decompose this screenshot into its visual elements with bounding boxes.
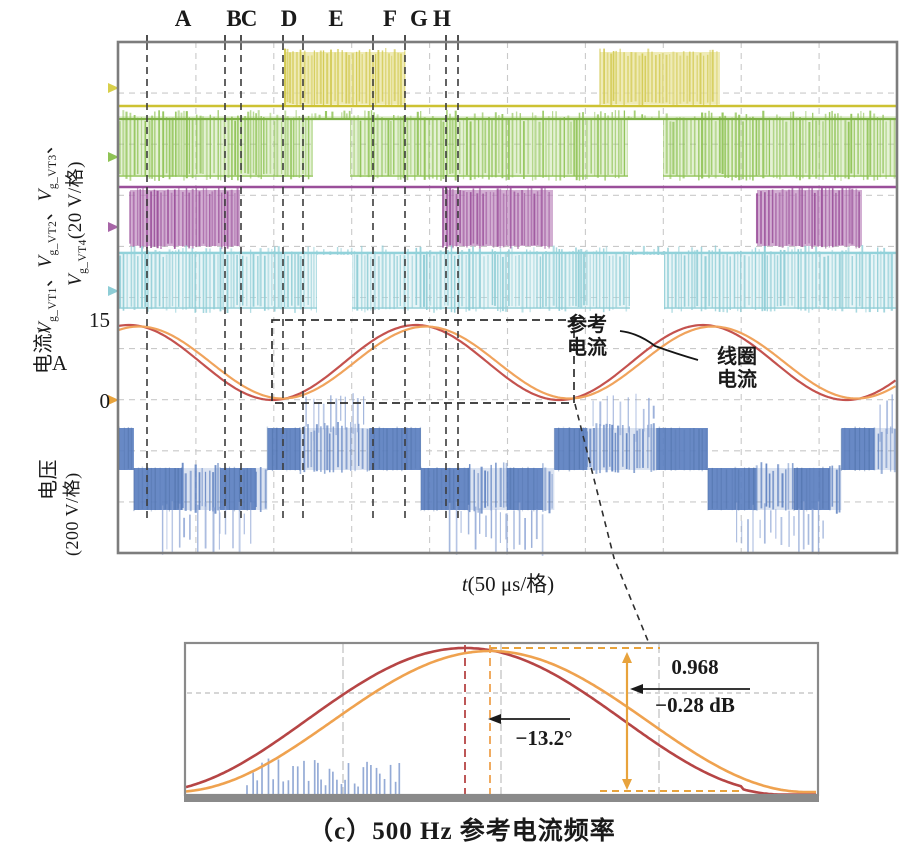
coil-current-label: 线圈 电流 (717, 346, 757, 391)
event-label-F: F (382, 6, 398, 31)
gate-voltage-axis-label-line1: Vg_VT1、Vg_VT2、Vg_VT3、 (35, 134, 59, 334)
event-label-B: B (226, 6, 242, 31)
x-axis-label: t(50 μs/格) (408, 572, 608, 596)
inset-gain-db: −0.28 dB (655, 693, 735, 717)
figure-caption: （c）500 Hz 参考电流频率 (308, 818, 616, 845)
x-axis-variable: t (461, 572, 468, 596)
event-label-D: D (280, 6, 298, 31)
event-label-H: H (433, 6, 451, 31)
gate-voltage-axis-label-line2: Vg_VT4(20 V/格) (65, 161, 89, 286)
event-label-A: A (174, 6, 192, 31)
current-tick-15: 15 (89, 308, 110, 332)
voltage-axis-unit: (200 V/格) (62, 472, 82, 556)
reference-current-label: 参考 电流 (567, 314, 607, 359)
current-axis-unit: A (52, 351, 68, 375)
current-tick-0: 0 (99, 389, 111, 413)
event-label-C: C (240, 6, 258, 31)
voltage-axis-label: 电压 (38, 459, 60, 500)
inset-phase-value: −13.2° (515, 726, 573, 750)
x-axis-unit: (50 μs/格) (467, 572, 555, 596)
event-label-E: E (328, 6, 344, 31)
inset-gain-value: 0.968 (671, 655, 719, 679)
event-label-G: G (410, 6, 428, 31)
